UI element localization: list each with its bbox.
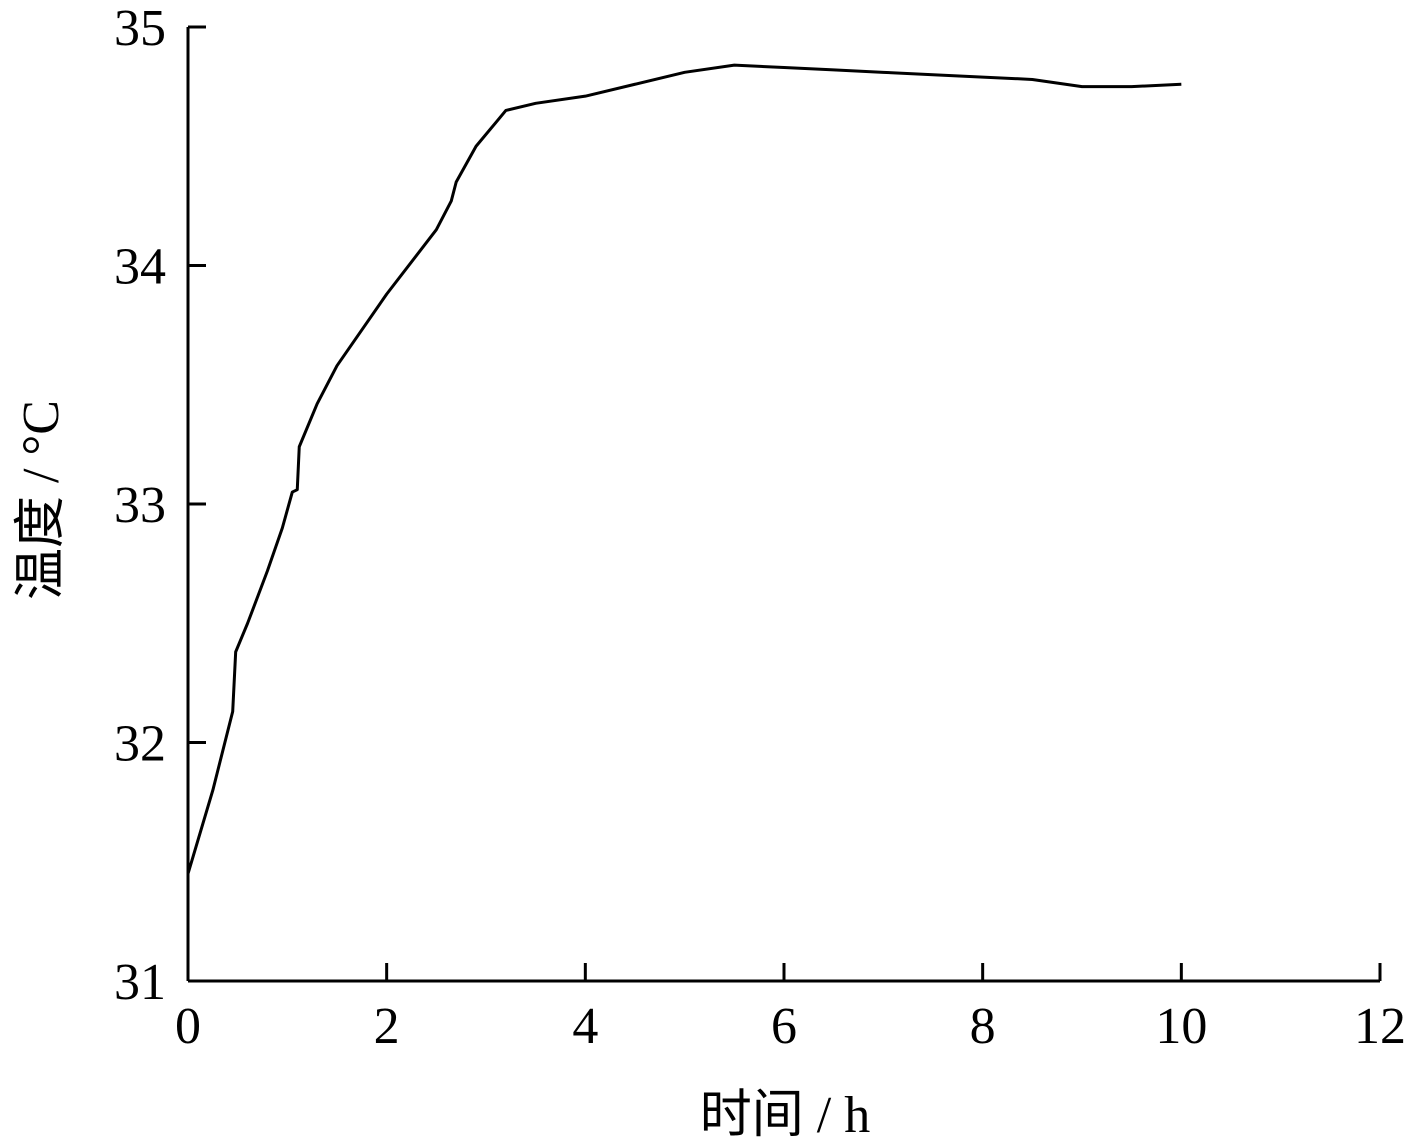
y-axis-label: 温度 / °C: [13, 400, 70, 600]
x-tick-label: 0: [175, 998, 201, 1055]
x-axis-label: 时间 / h: [700, 1087, 870, 1141]
line: [186, 63, 1182, 875]
y-tick-label: 33: [114, 477, 166, 534]
x-tick-label: 12: [1354, 998, 1406, 1055]
x-tick-label: 6: [771, 998, 797, 1055]
y-tick-label: 34: [114, 239, 166, 296]
y-tick-label: 32: [114, 716, 166, 773]
x-tick-label: 4: [572, 998, 598, 1055]
x-tick-label: 2: [374, 998, 400, 1055]
y-tick-label: 35: [114, 0, 166, 57]
x-tick-label: 8: [970, 998, 996, 1055]
y-tick-label: 31: [114, 954, 166, 1011]
x-tick-label: 10: [1155, 998, 1207, 1055]
